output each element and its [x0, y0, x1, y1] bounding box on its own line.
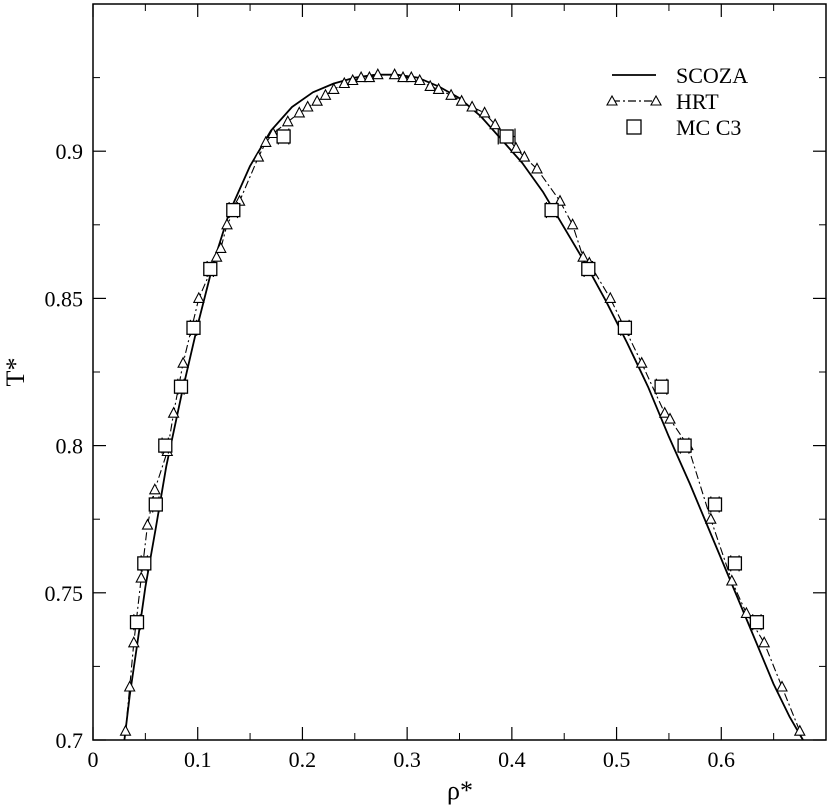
hrt-point: [664, 412, 676, 424]
hrt-point: [478, 106, 491, 118]
axis-ticks: 0 0.1 0.2 0.3 0.4 0.5 0.6 0.7 0.75 0.8 0.85 0.9: [45, 4, 826, 772]
x-tick-label: 0: [88, 747, 99, 772]
hrt-point: [371, 68, 384, 80]
legend-marker-mc: [626, 119, 642, 135]
x-tick-label: 0.3: [393, 747, 421, 772]
hrt-point: [167, 406, 180, 418]
mc-point: [499, 129, 514, 144]
hrt-point: [311, 94, 324, 106]
hrt-point: [319, 88, 332, 100]
hrt-point: [432, 82, 445, 94]
mc-point: [581, 261, 596, 277]
legend-marker-hrt-left: [606, 94, 618, 106]
mc-point: [186, 320, 201, 335]
x-tick-label: 0.2: [289, 747, 317, 772]
hrt-point: [704, 512, 717, 524]
x-tick-label: 0.1: [184, 747, 212, 772]
mc-point: [727, 556, 743, 571]
hrt-point: [355, 70, 368, 83]
hrt-point: [466, 100, 479, 112]
hrt-point: [338, 76, 351, 89]
hrt-point: [346, 73, 359, 86]
hrt-point: [267, 126, 280, 139]
hrt-point: [413, 73, 426, 86]
hrt-point: [566, 218, 579, 230]
x-tick-label: 0.5: [603, 747, 631, 772]
x-tick-label: 0.6: [708, 747, 736, 772]
y-tick-label: 0.7: [56, 728, 84, 753]
y-tick-label: 0.75: [45, 581, 84, 606]
mc-point: [544, 202, 559, 218]
mc-point: [137, 556, 152, 571]
hrt-point: [127, 636, 140, 648]
mc-point: [203, 261, 218, 277]
x-tick-label: 0.4: [498, 747, 526, 772]
hrt-point: [397, 70, 409, 83]
mc-point: [749, 615, 765, 630]
hrt-point: [214, 241, 227, 253]
legend-label-scoza: SCOZA: [676, 63, 748, 88]
hrt-point: [510, 141, 522, 153]
y-tick-label: 0.8: [56, 434, 84, 459]
hrt-point: [210, 250, 223, 262]
mc-point: [158, 438, 173, 453]
hrt-point: [489, 118, 502, 130]
legend-marker-hrt-right: [650, 94, 662, 106]
y-axis-label: T*: [1, 358, 30, 387]
hrt-point: [604, 291, 617, 303]
mc-point: [148, 497, 163, 512]
hrt-point: [388, 68, 401, 80]
hrt-point: [135, 571, 148, 583]
series-line-scoza: [123, 73, 804, 741]
hrt-point: [259, 135, 272, 147]
hrt-point: [635, 356, 648, 368]
hrt-point: [327, 82, 340, 94]
series-line-hrt: [124, 74, 801, 732]
mc-point: [707, 497, 723, 512]
mc-point: [617, 320, 633, 335]
hrt-point: [177, 356, 190, 368]
hrt-point: [141, 518, 154, 530]
hrt-point: [301, 100, 314, 112]
hrt-point: [281, 115, 294, 127]
mc-point: [226, 202, 241, 218]
mc-point: [677, 438, 692, 453]
hrt-point: [518, 150, 531, 162]
hrt-point: [793, 724, 806, 736]
hrt-point: [577, 250, 590, 262]
hrt-point: [119, 724, 132, 736]
hrt-point: [424, 79, 437, 91]
series-layer: [119, 68, 806, 741]
hrt-point: [123, 680, 136, 692]
hrt-point: [658, 406, 671, 418]
y-tick-label: 0.9: [56, 139, 84, 164]
hrt-point: [455, 94, 468, 106]
hrt-point: [363, 70, 376, 83]
hrt-point: [252, 150, 265, 162]
hrt-point: [740, 606, 753, 618]
hrt-point: [725, 574, 738, 586]
mc-point: [276, 129, 291, 144]
x-axis-label: ρ*: [447, 776, 473, 805]
mc-point: [654, 379, 669, 394]
hrt-point: [445, 88, 458, 100]
mc-point: [173, 379, 189, 394]
hrt-point: [192, 291, 205, 303]
hrt-point: [221, 218, 233, 230]
hrt-point: [531, 162, 543, 174]
legend-label-hrt: HRT: [676, 89, 719, 114]
hrt-point: [776, 680, 788, 692]
hrt-point: [758, 636, 771, 648]
hrt-point: [405, 70, 418, 83]
hrt-point: [554, 194, 566, 206]
legend-label-mc: MC C3: [676, 115, 741, 140]
hrt-point: [148, 483, 161, 495]
y-tick-label: 0.85: [45, 286, 84, 311]
legend: SCOZA HRT MC C3: [606, 63, 748, 140]
mc-point: [129, 615, 145, 630]
hrt-point: [293, 106, 306, 118]
